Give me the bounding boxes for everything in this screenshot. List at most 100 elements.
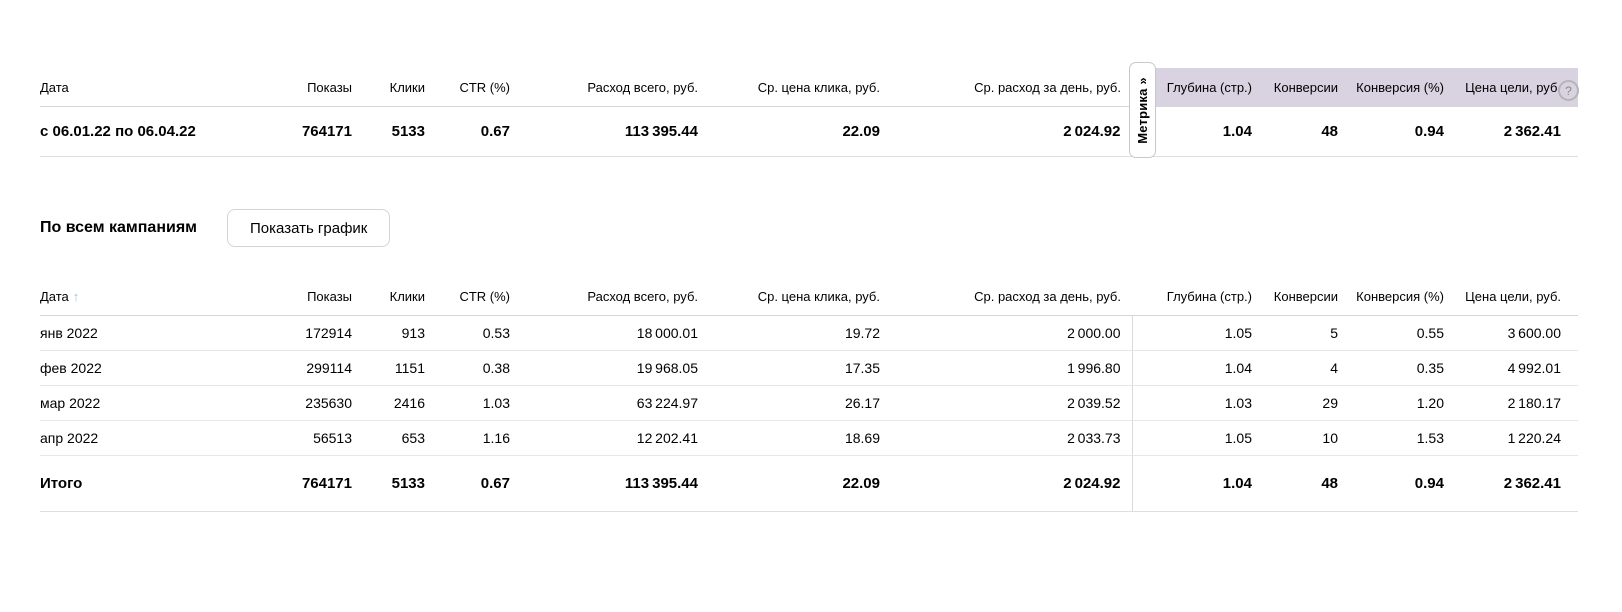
column-header-1[interactable]: Дата [40, 68, 278, 107]
cell: мар 2022 [40, 385, 278, 421]
cell: 19.72 [706, 315, 888, 351]
cell: 2 180.17 [1452, 385, 1578, 421]
column-header-4[interactable]: CTR (%) [433, 277, 518, 316]
summary-header-row: Дата Показы Клики CTR (%) Расход всего, руб.… [40, 68, 1578, 107]
cell: 22.09 [706, 106, 888, 157]
column-header-label: Глубина (стр.) [1166, 79, 1252, 95]
column-header-8[interactable]: Глубина (стр.) [1132, 277, 1260, 316]
column-header-label: Цена цели, руб. [1465, 79, 1561, 95]
cell: 0.67 [433, 106, 518, 157]
column-header-10[interactable]: Конверсия (%) [1346, 277, 1452, 316]
cell: 1.20 [1346, 385, 1452, 421]
cell: 5 [1260, 315, 1346, 351]
cell: 764171 [278, 455, 360, 512]
cell: 4 [1260, 350, 1346, 386]
sort-asc-icon: ↑ [72, 288, 80, 304]
column-header-label: Глубина (стр.) [1166, 288, 1252, 304]
cell: 5133 [360, 455, 433, 512]
column-header-label: Расход всего, руб. [587, 288, 698, 304]
column-header-7[interactable]: Ср. расход за день, руб. [888, 277, 1132, 316]
column-header-10[interactable]: Конверсия (%) [1346, 68, 1452, 107]
cell: 3 600.00 [1452, 315, 1578, 351]
column-header-1[interactable]: Дата ↑ [40, 277, 278, 316]
cell: фев 2022 [40, 350, 278, 386]
cell: 18 000.01 [518, 315, 706, 351]
cell: 5133 [360, 106, 433, 157]
column-header-2[interactable]: Показы [278, 68, 360, 107]
cell: 235630 [278, 385, 360, 421]
column-header-label: Ср. расход за день, руб. [974, 288, 1121, 304]
totals-row: Итого 764171 5133 0.67 113 395.44 22.09 2 024.… [40, 455, 1578, 512]
cell: 56513 [278, 420, 360, 456]
cell: 913 [360, 315, 433, 351]
help-icon-glyph: ? [1565, 83, 1572, 98]
cell: 1.05 [1131, 420, 1260, 456]
cell: 0.67 [433, 455, 518, 512]
column-header-label: Расход всего, руб. [587, 79, 698, 95]
cell: 29 [1260, 385, 1346, 421]
column-header-6[interactable]: Ср. цена клика, руб. [706, 277, 888, 316]
cell: 653 [360, 420, 433, 456]
cell: 4 992.01 [1452, 350, 1578, 386]
column-header-label: Конверсия (%) [1356, 288, 1444, 304]
cell: 2 024.92 [888, 455, 1132, 512]
cell: 2416 [360, 385, 433, 421]
cell: 299114 [278, 350, 360, 386]
column-header-3[interactable]: Клики [360, 277, 433, 316]
show-chart-button[interactable]: Показать график [227, 209, 391, 247]
cell: 2 362.41 [1452, 106, 1578, 157]
cell: 1151 [360, 350, 433, 386]
section-title: По всем кампаниям [40, 219, 197, 236]
cell: 2 024.92 [888, 106, 1132, 157]
table-row: янв 2022 172914 913 0.53 18 000.01 19.72 2 000… [40, 315, 1578, 351]
campaigns-section-bar: По всем кампаниям Показать график [40, 209, 1622, 247]
cell: 63 224.97 [518, 385, 706, 421]
column-header-label: Показы [307, 288, 352, 304]
column-header-label: Ср. цена клика, руб. [757, 288, 880, 304]
cell: 0.38 [433, 350, 518, 386]
column-header-9[interactable]: Конверсии [1260, 68, 1346, 107]
summary-table: Дата Показы Клики CTR (%) Расход всего, руб.… [40, 68, 1578, 157]
help-icon[interactable]: ? [1558, 80, 1579, 101]
cell: 0.94 [1346, 106, 1452, 157]
column-header-11[interactable]: Цена цели, руб. [1452, 277, 1578, 316]
cell: 0.35 [1346, 350, 1452, 386]
column-header-11[interactable]: Цена цели, руб. [1452, 68, 1578, 107]
column-header-2[interactable]: Показы [278, 277, 360, 316]
cell: 1.03 [433, 385, 518, 421]
column-header-label: Конверсии [1273, 288, 1338, 304]
cell: 19 968.05 [518, 350, 706, 386]
cell: 2 039.52 [888, 385, 1132, 421]
column-header-label: Клики [389, 288, 425, 304]
summary-table-wrap: Дата Показы Клики CTR (%) Расход всего, руб.… [40, 62, 1579, 158]
cell: 48 [1260, 455, 1346, 512]
campaigns-header-row: Дата ↑ Показы Клики CTR (%) Расход всего, руб… [40, 277, 1578, 316]
table-row: фев 2022 299114 1151 0.38 19 968.05 17.35 1 99… [40, 350, 1578, 386]
metrika-panel-tab[interactable]: Метрика » [1129, 62, 1156, 158]
metrika-tab-label: Метрика » [1135, 76, 1151, 144]
cell: 1.16 [433, 420, 518, 456]
column-header-6[interactable]: Ср. цена клика, руб. [706, 68, 888, 107]
cell: с 06.01.22 по 06.04.22 [40, 106, 278, 157]
column-header-4[interactable]: CTR (%) [433, 68, 518, 107]
column-header-label: Ср. расход за день, руб. [974, 79, 1121, 95]
column-header-9[interactable]: Конверсии [1260, 277, 1346, 316]
cell: апр 2022 [40, 420, 278, 456]
cell: 1.05 [1131, 315, 1260, 351]
column-header-5[interactable]: Расход всего, руб. [518, 68, 706, 107]
cell: 48 [1260, 106, 1346, 157]
cell: 113 395.44 [518, 106, 706, 157]
cell: 1.03 [1131, 385, 1260, 421]
column-header-7[interactable]: Ср. расход за день, руб. [888, 68, 1132, 107]
column-header-5[interactable]: Расход всего, руб. [518, 277, 706, 316]
summary-row: с 06.01.22 по 06.04.22 764171 5133 0.67 113 … [40, 106, 1578, 157]
cell: 10 [1260, 420, 1346, 456]
column-header-label: Конверсии [1273, 79, 1338, 95]
cell: 0.55 [1346, 315, 1452, 351]
cell: 0.53 [433, 315, 518, 351]
cell: 12 202.41 [518, 420, 706, 456]
cell: 1.04 [1131, 455, 1260, 512]
column-header-3[interactable]: Клики [360, 68, 433, 107]
cell: 1 220.24 [1452, 420, 1578, 456]
cell: 22.09 [706, 455, 888, 512]
